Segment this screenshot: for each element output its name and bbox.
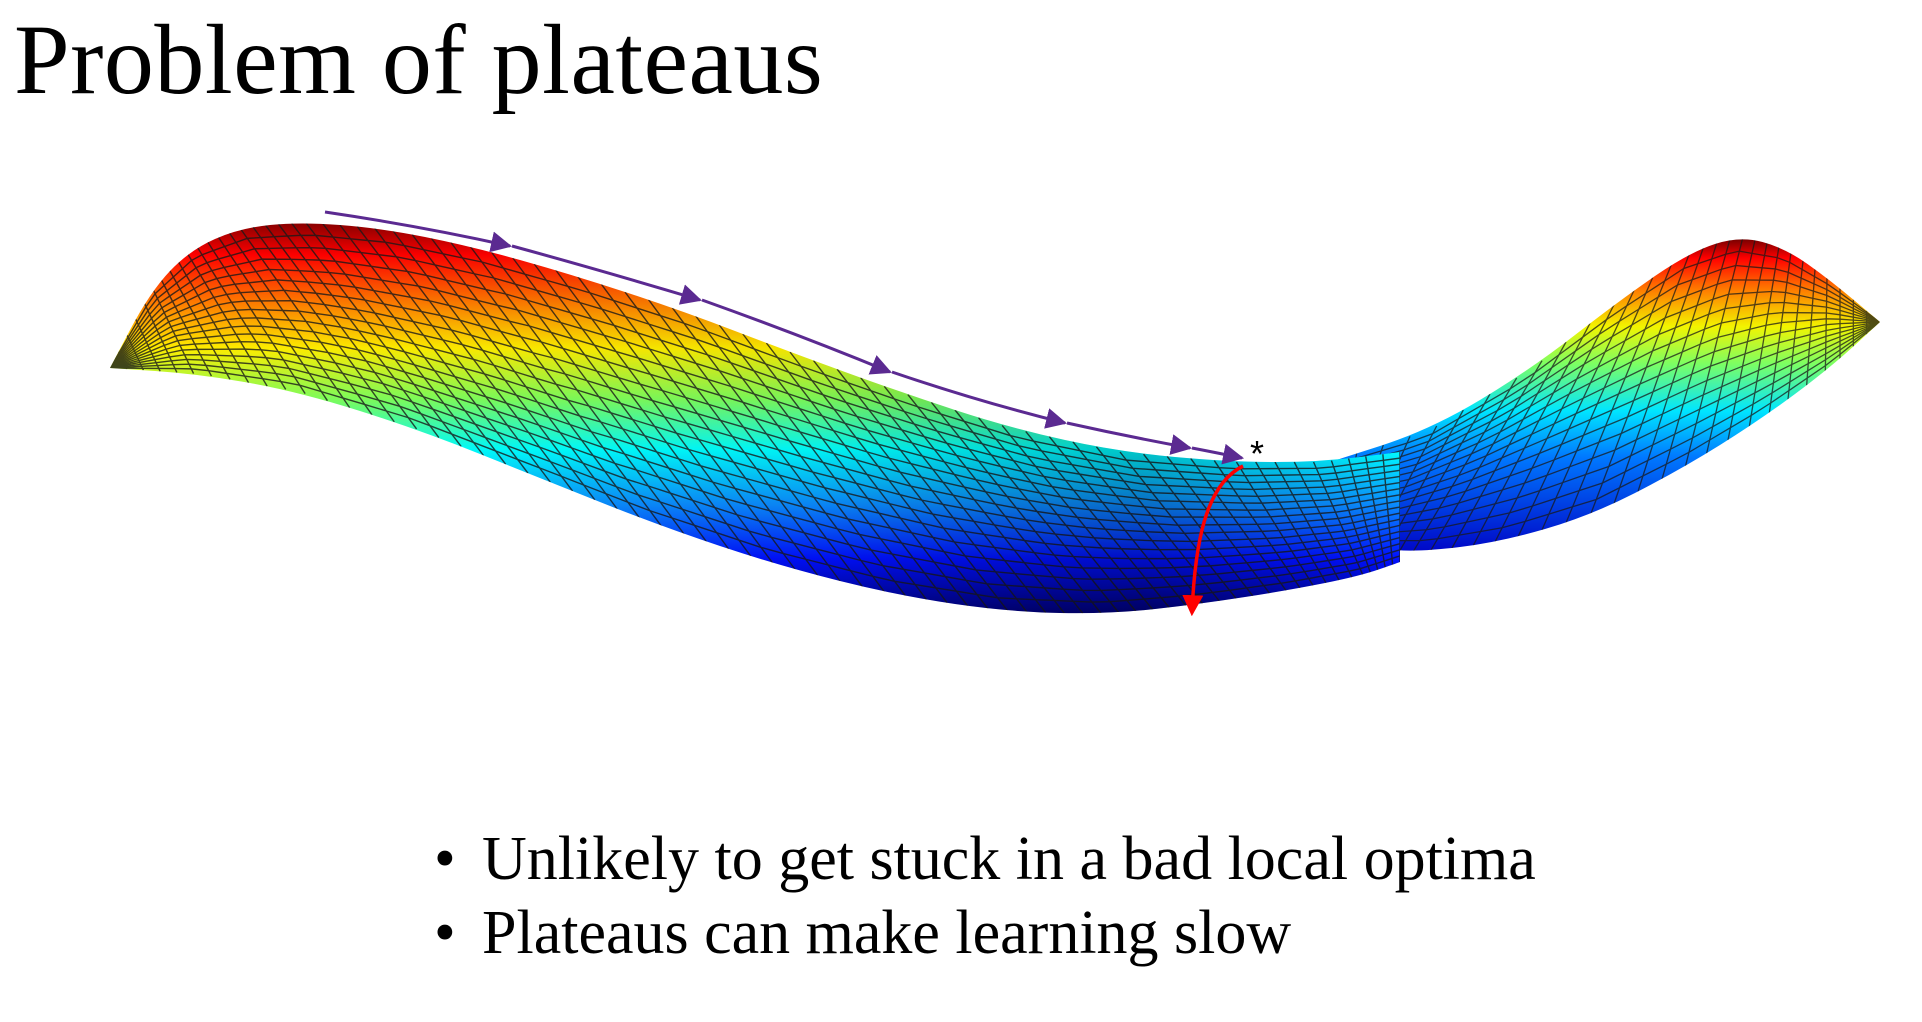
bullet-text: Unlikely to get stuck in a bad local opt… (482, 825, 1536, 893)
bullet-text: Plateaus can make learning slow (482, 899, 1292, 967)
descent-step-4 (891, 370, 1068, 429)
bullet-list: • Unlikely to get stuck in a bad local o… (430, 822, 1536, 970)
mesh-line (1330, 311, 1880, 489)
mesh-line (1330, 321, 1880, 501)
mesh-line (1330, 321, 1880, 519)
plateau-surface-figure: * (110, 210, 1880, 617)
gradient-descent-path (324, 210, 1245, 465)
bullet-marker: • (434, 899, 456, 967)
bullet-item: • Plateaus can make learning slow (430, 896, 1536, 970)
mesh-line (1330, 264, 1880, 472)
mesh-line (1330, 290, 1880, 480)
descent-step-3 (701, 298, 892, 375)
bullet-marker: • (434, 825, 456, 893)
mesh-line (1330, 318, 1880, 493)
surface-back-lobe (1330, 239, 1880, 551)
mesh-line (1330, 250, 1880, 467)
mesh-line (1330, 321, 1880, 512)
descent-step-6 (1191, 443, 1245, 465)
mesh-line (1330, 301, 1880, 484)
mesh-line (1330, 321, 1880, 526)
descent-step-2 (511, 244, 703, 305)
bullet-item: • Unlikely to get stuck in a bad local o… (430, 822, 1536, 896)
mesh-line (1330, 279, 1880, 476)
descent-step-5 (1066, 421, 1193, 455)
escape-arrow (1182, 464, 1244, 617)
saddle-point-marker: * (1250, 433, 1264, 474)
mesh-line (1330, 321, 1880, 506)
surface-main-sheet (110, 223, 1400, 614)
descent-step-1 (324, 210, 513, 253)
mesh-line (1330, 321, 1880, 497)
slide-title: Problem of plateaus (14, 4, 824, 115)
